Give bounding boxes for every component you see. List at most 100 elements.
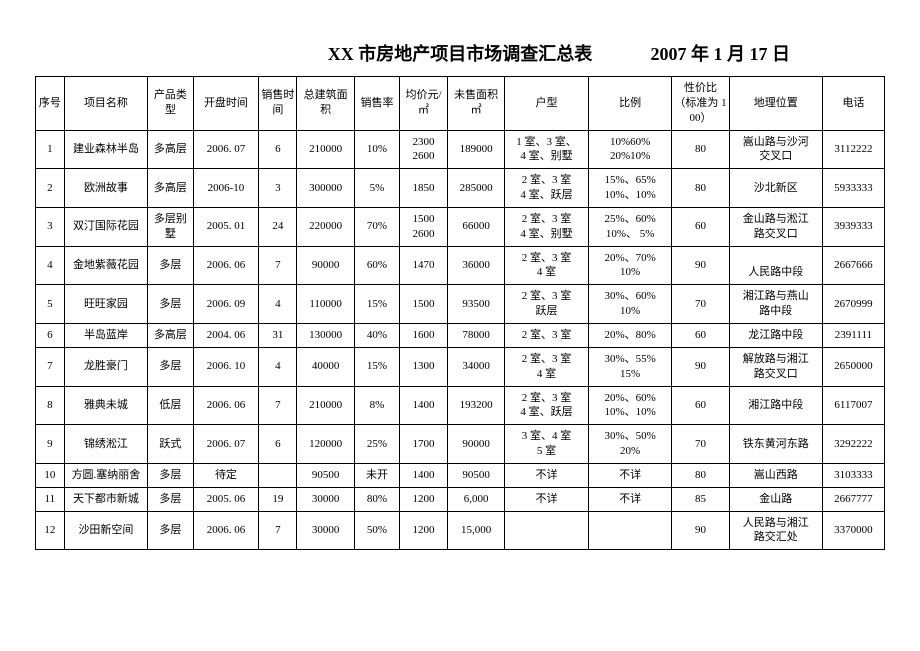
table-cell: 2006. 06 — [193, 246, 259, 285]
table-cell: 90000 — [297, 246, 354, 285]
table-cell: 不详 — [588, 463, 672, 487]
table-cell: 低层 — [148, 386, 193, 425]
table-cell: 4 — [259, 347, 297, 386]
table-cell: 210000 — [297, 130, 354, 169]
table-cell: 6 — [259, 425, 297, 464]
table-cell: 铁东黄河东路 — [729, 425, 822, 464]
table-cell: 15% — [354, 285, 399, 324]
table-cell: 20%、70%10% — [588, 246, 672, 285]
table-cell: 锦绣淞江 — [64, 425, 148, 464]
table-cell: 220000 — [297, 207, 354, 246]
column-header: 比例 — [588, 77, 672, 131]
table-cell: 金山路与淞江路交叉口 — [729, 207, 822, 246]
table-cell: 多层 — [148, 347, 193, 386]
column-header: 总建筑面积 — [297, 77, 354, 131]
table-cell — [588, 511, 672, 550]
table-cell: 嵩山西路 — [729, 463, 822, 487]
table-cell: 30%、60%10% — [588, 285, 672, 324]
table-cell: 189000 — [447, 130, 504, 169]
table-cell: 龙江路中段 — [729, 323, 822, 347]
table-cell: 80 — [672, 169, 729, 208]
table-cell: 人民路中段 — [729, 246, 822, 285]
table-cell: 2 — [36, 169, 65, 208]
table-cell: 5% — [354, 169, 399, 208]
table-cell: 2667777 — [822, 487, 884, 511]
table-cell: 多层别墅 — [148, 207, 193, 246]
table-cell: 沙田新空间 — [64, 511, 148, 550]
table-cell: 2 室、3 室跃层 — [505, 285, 589, 324]
table-cell: 2006. 10 — [193, 347, 259, 386]
table-cell: 120000 — [297, 425, 354, 464]
table-row: 12沙田新空间多层2006. 0673000050%120015,00090人民… — [36, 511, 885, 550]
table-cell: 3112222 — [822, 130, 884, 169]
table-row: 1建业森林半岛多高层2006. 07621000010%230026001890… — [36, 130, 885, 169]
survey-table: 序号项目名称产品类型开盘时间销售时间总建筑面积销售率均价元/㎡未售面积㎡户型比例… — [35, 76, 885, 550]
table-cell: 1400 — [400, 463, 448, 487]
table-cell: 30000 — [297, 511, 354, 550]
table-cell: 193200 — [447, 386, 504, 425]
table-row: 3双汀国际花园多层别墅2005. 012422000070%1500260066… — [36, 207, 885, 246]
table-cell: 4 — [36, 246, 65, 285]
table-cell: 15% — [354, 347, 399, 386]
table-cell: 36000 — [447, 246, 504, 285]
table-cell: 6,000 — [447, 487, 504, 511]
table-cell: 110000 — [297, 285, 354, 324]
table-cell: 50% — [354, 511, 399, 550]
table-cell: 70% — [354, 207, 399, 246]
column-header: 均价元/㎡ — [400, 77, 448, 131]
table-cell: 85 — [672, 487, 729, 511]
table-cell: 70 — [672, 425, 729, 464]
table-cell: 多高层 — [148, 130, 193, 169]
table-cell: 2 室、3 室4 室、跃层 — [505, 169, 589, 208]
table-cell: 90000 — [447, 425, 504, 464]
table-cell: 90 — [672, 347, 729, 386]
table-cell: 1 — [36, 130, 65, 169]
table-cell: 2005. 01 — [193, 207, 259, 246]
column-header: 项目名称 — [64, 77, 148, 131]
table-cell: 2650000 — [822, 347, 884, 386]
column-header: 销售时间 — [259, 77, 297, 131]
table-cell: 6117007 — [822, 386, 884, 425]
table-cell: 3939333 — [822, 207, 884, 246]
table-cell: 多层 — [148, 511, 193, 550]
table-cell: 30%、50%20% — [588, 425, 672, 464]
table-cell: 双汀国际花园 — [64, 207, 148, 246]
table-cell: 3103333 — [822, 463, 884, 487]
table-cell: 15002600 — [400, 207, 448, 246]
table-cell: 嵩山路与沙河交叉口 — [729, 130, 822, 169]
table-cell: 24 — [259, 207, 297, 246]
table-cell: 建业森林半岛 — [64, 130, 148, 169]
table-cell: 人民路与湘江路交汇处 — [729, 511, 822, 550]
table-cell: 8 — [36, 386, 65, 425]
table-cell: 3292222 — [822, 425, 884, 464]
table-cell: 跃式 — [148, 425, 193, 464]
table-cell: 湘江路中段 — [729, 386, 822, 425]
table-cell: 2 室、3 室 — [505, 323, 589, 347]
table-cell: 不详 — [505, 487, 589, 511]
table-header-row: 序号项目名称产品类型开盘时间销售时间总建筑面积销售率均价元/㎡未售面积㎡户型比例… — [36, 77, 885, 131]
table-cell: 1300 — [400, 347, 448, 386]
table-cell: 31 — [259, 323, 297, 347]
table-cell: 34000 — [447, 347, 504, 386]
table-cell: 130000 — [297, 323, 354, 347]
page-title: XX 市房地产项目市场调查汇总表 — [328, 40, 593, 66]
table-cell: 待定 — [193, 463, 259, 487]
table-row: 11天下都市新城多层2005. 06193000080%12006,000不详不… — [36, 487, 885, 511]
table-cell: 3 室、4 室5 室 — [505, 425, 589, 464]
table-cell: 25% — [354, 425, 399, 464]
table-cell: 多层 — [148, 487, 193, 511]
column-header: 销售率 — [354, 77, 399, 131]
table-row: 5旺旺家园多层2006. 09411000015%1500935002 室、3 … — [36, 285, 885, 324]
table-cell: 6 — [36, 323, 65, 347]
table-cell: 金地紫薇花园 — [64, 246, 148, 285]
table-cell: 40% — [354, 323, 399, 347]
table-cell: 60% — [354, 246, 399, 285]
table-cell: 2 室、3 室4 室、别墅 — [505, 207, 589, 246]
table-cell: 210000 — [297, 386, 354, 425]
table-cell: 2 室、3 室4 室 — [505, 347, 589, 386]
table-cell: 湘江路与燕山路中段 — [729, 285, 822, 324]
table-cell: 5 — [36, 285, 65, 324]
table-cell: 90 — [672, 511, 729, 550]
table-cell: 6 — [259, 130, 297, 169]
table-cell: 2006. 06 — [193, 511, 259, 550]
